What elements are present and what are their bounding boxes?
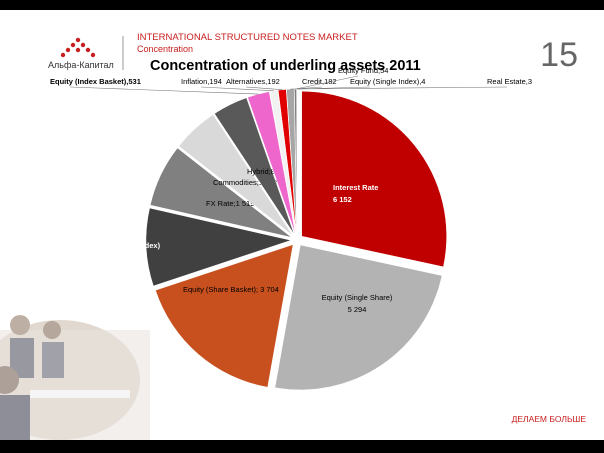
pie-slice	[274, 244, 443, 391]
slice-label: Equity (Index Basket),531	[50, 77, 141, 86]
pie-slice	[301, 90, 447, 268]
office-photo	[0, 315, 150, 440]
pie-slice	[149, 147, 292, 238]
slice-label: Hybrid;853	[247, 167, 283, 176]
slice-label: Real Estate,3	[487, 77, 532, 86]
slice-label: FX Rate;1 519	[206, 199, 254, 208]
slice-label: Equity (Single Index) 1 880	[86, 241, 161, 262]
header-title: INTERNATIONAL STRUCTURED NOTES MARKET	[137, 32, 358, 43]
leader-line	[69, 86, 259, 95]
slice-label: Commodities;1 113	[213, 178, 277, 187]
leader-line	[200, 86, 274, 92]
slice-label: Alternatives,192	[226, 77, 280, 86]
bottom-bar	[0, 440, 604, 453]
logo-text: Альфа-Капитал	[48, 60, 114, 70]
slice-label: Credit,182	[302, 77, 337, 86]
pie-slice	[214, 97, 295, 235]
slice-label: Equity (Share Basket); 3 704	[183, 285, 279, 294]
slice-label: Equity Fund,54	[338, 66, 388, 75]
footer-slogan: ДЕЛАЕМ БОЛЬШЕ	[512, 414, 587, 424]
pie-slice	[145, 207, 292, 287]
pie-slice	[178, 114, 294, 236]
slice-label: Inflation,194	[181, 77, 222, 86]
page-number: 15	[540, 36, 578, 74]
leader-line	[295, 75, 359, 90]
leader-line	[296, 86, 508, 90]
chart-title: Concentration of underling assets 2011	[150, 58, 421, 74]
leader-line	[245, 86, 283, 91]
slice-label: Interest Rate 6 152	[333, 183, 378, 204]
pie-slice	[155, 244, 294, 388]
slice-label: Equity (Single Index),4	[350, 77, 425, 86]
logo: Альфа-Капитал	[48, 37, 114, 70]
header-subtitle: Concentration	[137, 44, 193, 54]
slice-label: Equity (Single Share) 5 294	[322, 293, 393, 314]
